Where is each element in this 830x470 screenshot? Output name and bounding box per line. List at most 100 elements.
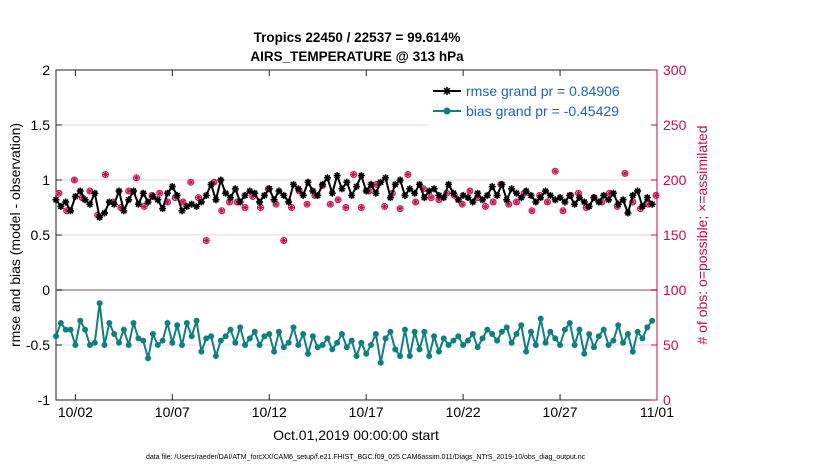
obs-assimilated-point [622, 170, 628, 176]
rmse-point [575, 194, 583, 202]
rmse-point [309, 187, 317, 195]
bias-point [203, 335, 210, 342]
bias-point [537, 315, 544, 322]
obs-assimilated-point [141, 203, 147, 209]
bias-point [440, 335, 447, 342]
bias-point [527, 328, 534, 335]
chart-title-line1: Tropics 22450 / 22537 = 99.614% [254, 30, 461, 45]
bias-point [411, 328, 418, 335]
rmse-point [634, 187, 642, 195]
y-right-tick-label: 50 [663, 337, 679, 353]
rmse-point [605, 196, 613, 204]
y-right-tick-label: 0 [663, 392, 671, 408]
rmse-point [57, 202, 65, 210]
bias-point [212, 353, 219, 359]
bias-point [624, 331, 631, 337]
obs-assimilated-point [188, 179, 194, 185]
y-left-tick-label: -0.5 [26, 337, 50, 353]
rmse-point [96, 213, 104, 221]
bias-point [581, 350, 588, 357]
bias-point [140, 337, 147, 344]
bias-point [513, 331, 520, 337]
rmse-point [193, 202, 201, 210]
rmse-point [115, 187, 123, 195]
bias-point [523, 348, 530, 355]
rmse-point [474, 189, 482, 197]
y-right-tick-label: 100 [663, 282, 687, 298]
obs-possible-point [396, 205, 404, 213]
obs-assimilated-point [552, 168, 558, 174]
rmse-point [483, 191, 491, 199]
obs-assimilated-point [490, 199, 496, 205]
bias-point [358, 339, 365, 346]
rmse-point [217, 176, 225, 184]
rmse-point [537, 194, 545, 202]
x-tick-label: 11/01 [640, 404, 674, 420]
rmse-point [130, 187, 138, 195]
bias-point [53, 333, 59, 340]
rmse-point [357, 172, 365, 180]
bias-point [324, 335, 331, 342]
rmse-point [590, 194, 598, 202]
obs-possible-point [326, 200, 334, 208]
bias-point [164, 320, 171, 326]
obs-possible-point [427, 194, 435, 202]
bias-point [271, 348, 278, 355]
rmse-point [343, 178, 351, 186]
rmse-point [449, 189, 457, 197]
bias-point [290, 324, 297, 331]
bias-point [251, 328, 258, 335]
bias-point [392, 346, 399, 353]
bias-point [232, 339, 239, 346]
rmse-point [314, 191, 322, 199]
bias-point [634, 328, 641, 335]
bias-point [353, 353, 360, 359]
rmse-point [134, 200, 142, 208]
bias-point [561, 326, 568, 333]
bias-point [464, 337, 471, 344]
bias-point [169, 339, 176, 346]
rmse-point [396, 176, 404, 184]
bias-point [363, 350, 370, 357]
rmse-point [542, 187, 550, 195]
y-axis-right-label: # of obs: o=possible; ×=assimilated [694, 125, 710, 344]
obs-assimilated-point [203, 237, 209, 244]
legend-rmse-marker [443, 87, 451, 95]
bias-point [280, 344, 287, 351]
rmse-point [367, 180, 375, 188]
bias-point [479, 335, 486, 342]
bias-point [421, 328, 428, 335]
obs-assimilated-point [257, 204, 264, 211]
obs-possible-point [187, 178, 195, 186]
obs-assimilated-point [405, 171, 411, 178]
bias-point [552, 335, 559, 342]
bias-point [314, 344, 321, 351]
bias-point [387, 328, 394, 335]
rmse-point [561, 198, 569, 206]
rmse-point [517, 194, 525, 202]
rmse-point [430, 185, 438, 193]
x-tick-label: 10/17 [349, 404, 384, 420]
bias-point [508, 339, 515, 346]
bias-point [547, 328, 554, 335]
obs-possible-point [257, 204, 265, 211]
bias-point [542, 339, 549, 346]
rmse-point [532, 198, 540, 206]
rmse-point [493, 191, 501, 199]
rmse-point [372, 189, 380, 197]
bias-point [498, 328, 505, 335]
rmse-point [595, 198, 603, 206]
obs-possible-point [458, 200, 466, 208]
obs-assimilated-point [87, 188, 93, 194]
rmse-point [154, 196, 162, 204]
obs-possible-point [55, 189, 63, 197]
bias-point [595, 333, 602, 340]
bias-series-line [55, 303, 653, 363]
obs-possible-point [101, 171, 109, 178]
bias-point [416, 346, 423, 353]
rmse-point [304, 178, 312, 186]
rmse-point [406, 185, 414, 193]
bias-point [489, 331, 496, 337]
rmse-point [440, 194, 448, 202]
